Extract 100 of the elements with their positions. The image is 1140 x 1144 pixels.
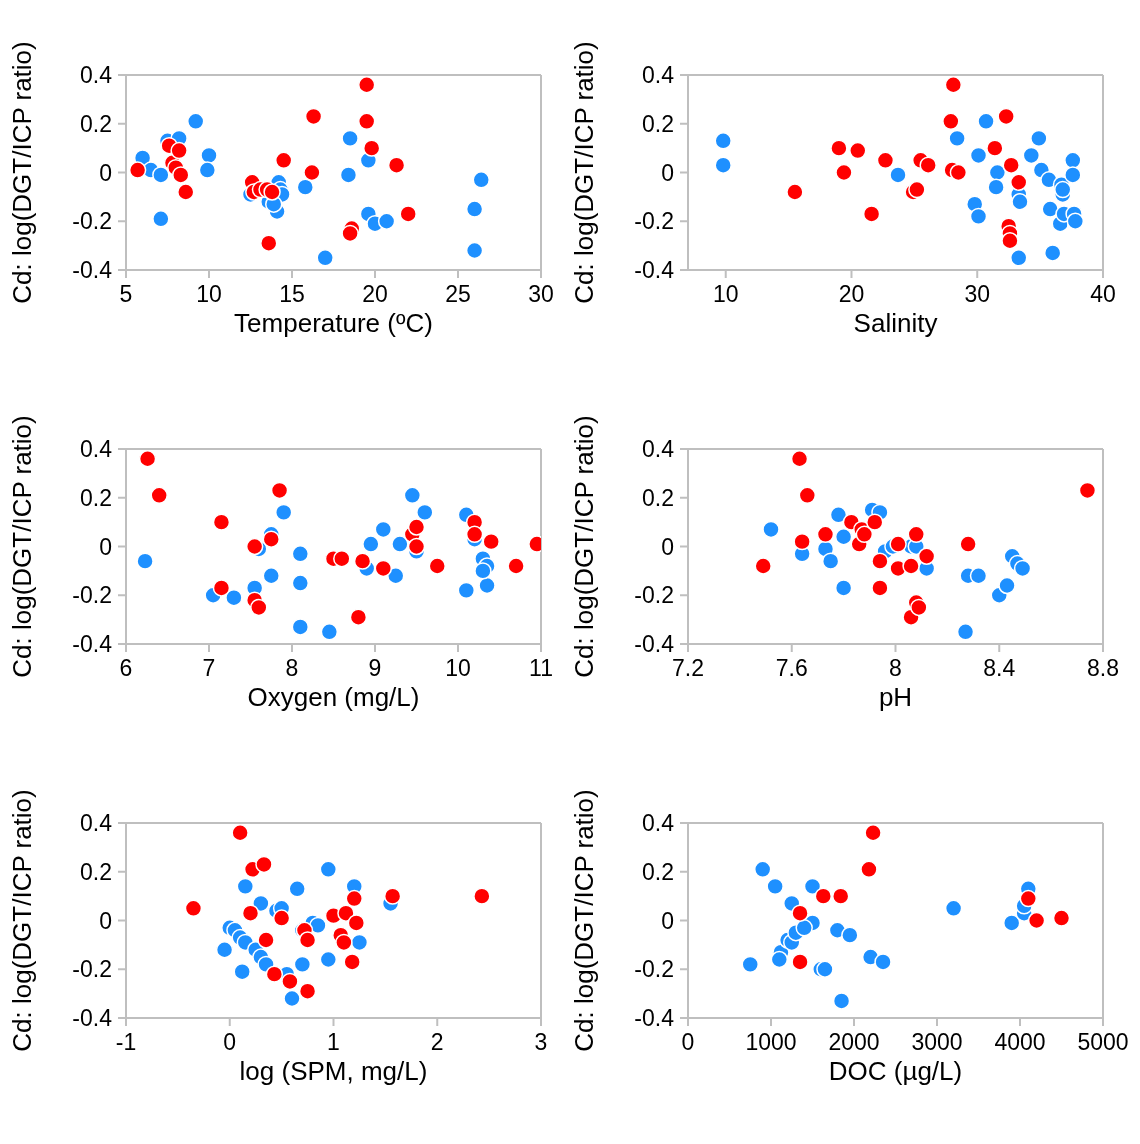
point (428, 557, 446, 575)
point (304, 107, 323, 126)
point (793, 532, 811, 551)
point (377, 212, 396, 230)
point (335, 933, 353, 952)
x-tick-label: 3000 (911, 1029, 963, 1056)
point (353, 552, 372, 570)
point (252, 894, 270, 913)
y-tick-label: -0.2 (634, 208, 674, 235)
point (265, 965, 284, 983)
point (1078, 481, 1097, 500)
x-tick-label: 1000 (745, 1029, 797, 1056)
point (741, 955, 759, 974)
x-tick-label: 10 (196, 281, 222, 308)
point (170, 141, 188, 160)
point (814, 887, 833, 905)
point (399, 205, 417, 223)
point (383, 887, 402, 905)
y-tick-label: -0.4 (634, 631, 675, 658)
x-tick-label: 3 (534, 1029, 548, 1056)
x-tick-label: 10 (712, 281, 739, 308)
point (816, 525, 835, 544)
point (482, 532, 500, 551)
point (830, 139, 848, 157)
point (283, 989, 301, 1008)
point (902, 557, 920, 575)
point (1010, 249, 1028, 267)
x-tick-label: -1 (115, 1029, 137, 1056)
y-tick-label: -0.4 (72, 257, 113, 284)
x-tick-label: 20 (362, 281, 388, 308)
point (829, 506, 848, 524)
point (291, 618, 310, 636)
x-axis-title: Salinity (853, 308, 938, 338)
x-tick-label: 11 (529, 655, 553, 682)
x-tick-label: 7.6 (775, 655, 808, 682)
y-tick-label: 0.2 (80, 110, 112, 137)
point (507, 557, 525, 575)
x-tick-label: 10 (445, 655, 471, 682)
point (832, 992, 851, 1010)
point (1043, 244, 1062, 262)
point (236, 877, 255, 896)
y-tick-label: 0.2 (642, 484, 674, 511)
point (198, 161, 217, 179)
y-tick-label: 0.4 (80, 810, 113, 837)
point (231, 824, 249, 842)
y-axis-title: Cd: log(DGT/ICP ratio) (569, 789, 599, 1052)
point (791, 904, 809, 922)
y-tick-label: -0.4 (634, 257, 675, 284)
point (1010, 173, 1028, 191)
point (864, 824, 882, 842)
x-axis-title: log (SPM, mg/L) (239, 1056, 428, 1086)
point (465, 241, 484, 260)
point (969, 146, 988, 165)
point (319, 950, 338, 969)
y-tick-label: 0 (99, 159, 112, 186)
point (770, 950, 789, 969)
point (849, 141, 867, 160)
point (350, 933, 369, 952)
point (347, 914, 366, 932)
y-tick-label: 0 (99, 533, 112, 560)
point (341, 129, 359, 148)
point (1002, 914, 1021, 932)
point (150, 486, 168, 505)
point (257, 931, 275, 949)
point (281, 972, 299, 991)
x-tick-label: 7.2 (672, 655, 704, 682)
x-tick-label: 8 (285, 655, 299, 682)
point (753, 860, 772, 879)
point (1054, 180, 1072, 199)
point (291, 545, 310, 563)
y-tick-label: 0.4 (642, 436, 675, 463)
x-tick-label: 2000 (828, 1029, 880, 1056)
point (944, 899, 963, 918)
y-tick-label: 0.2 (80, 858, 112, 885)
y-tick-label: -0.2 (634, 956, 674, 983)
point (345, 889, 363, 908)
y-tick-label: 0.4 (642, 62, 675, 89)
point (272, 909, 291, 927)
point (474, 562, 492, 580)
point (262, 530, 280, 548)
point (907, 525, 925, 544)
point (152, 166, 170, 184)
y-tick-label: -0.4 (72, 631, 113, 658)
point (407, 518, 426, 536)
point (969, 207, 988, 226)
point (834, 579, 853, 597)
y-tick-label: 0 (661, 533, 674, 560)
x-tick-label: 5 (119, 281, 133, 308)
x-tick-label: 15 (279, 281, 305, 308)
y-tick-label: -0.4 (72, 1005, 113, 1032)
point (374, 520, 393, 539)
y-tick-label: 0.2 (642, 858, 674, 885)
y-tick-label: -0.4 (634, 1005, 675, 1032)
point (1001, 232, 1019, 250)
point (387, 156, 406, 174)
point (1030, 129, 1048, 148)
point (262, 567, 280, 585)
y-tick-label: 0 (661, 907, 674, 934)
x-axis-title: pH (878, 682, 913, 712)
x-tick-label: 30 (964, 281, 991, 308)
